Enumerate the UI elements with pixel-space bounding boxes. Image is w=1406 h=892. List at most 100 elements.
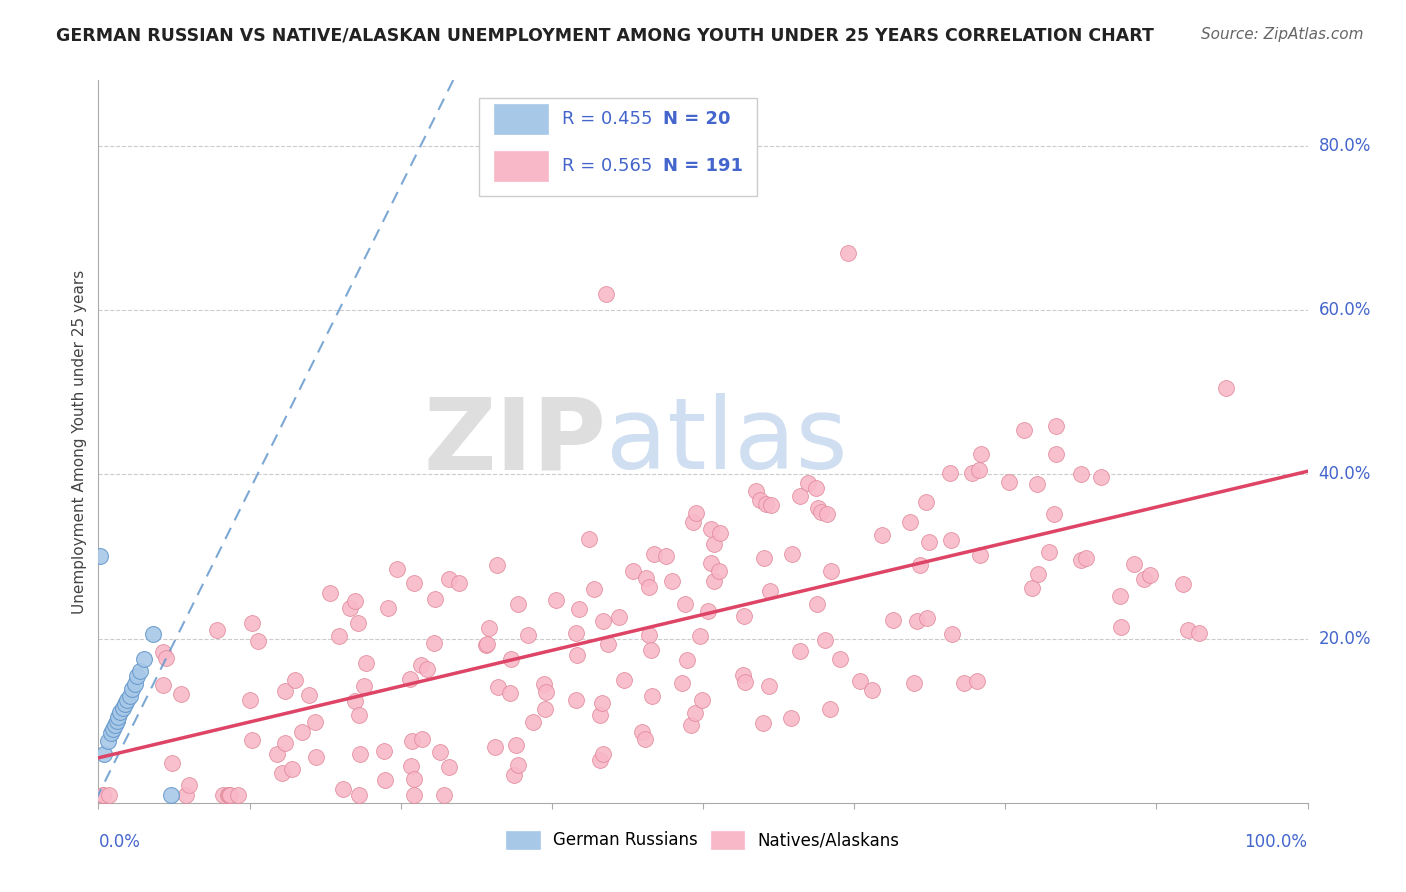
Point (373, 744, 395, 758)
Point (546, 593, 568, 607)
Text: GERMAN RUSSIAN VS NATIVE/ALASKAN UNEMPLOYMENT AMONG YOUTH UNDER 25 YEARS CORRELA: GERMAN RUSSIAN VS NATIVE/ALASKAN UNEMPLO… (56, 27, 1154, 45)
Point (134, 652, 156, 666)
Point (475, 637, 498, 651)
Point (589, 753, 612, 767)
Point (592, 614, 614, 628)
Point (814, 633, 837, 648)
Point (266, 747, 288, 761)
Point (377, 601, 399, 615)
Point (127, 668, 149, 682)
Text: R = 0.565: R = 0.565 (561, 157, 652, 175)
Point (402, 576, 425, 591)
FancyBboxPatch shape (479, 98, 758, 196)
Point (759, 583, 782, 598)
Point (517, 628, 540, 642)
Point (716, 180, 738, 194)
Point (219, 788, 242, 802)
Point (239, 693, 262, 707)
Point (218, 788, 240, 802)
Point (347, 708, 370, 723)
Point (353, 679, 375, 693)
Point (613, 673, 636, 687)
Point (941, 626, 963, 640)
Point (568, 601, 591, 615)
Point (124, 677, 146, 691)
Text: N = 20: N = 20 (664, 111, 731, 128)
Point (128, 665, 150, 679)
Point (709, 525, 731, 540)
Point (1070, 553, 1092, 567)
Point (274, 683, 297, 698)
Point (319, 586, 342, 600)
Point (700, 522, 723, 536)
Point (437, 572, 460, 586)
Point (1070, 467, 1092, 481)
Point (387, 562, 409, 576)
Point (104, 718, 127, 732)
Point (160, 788, 183, 802)
Point (960, 466, 983, 480)
Point (1026, 476, 1049, 491)
Point (1026, 566, 1049, 581)
Point (411, 731, 433, 746)
Point (837, 245, 859, 260)
Point (789, 644, 811, 658)
Point (401, 759, 423, 773)
Point (1109, 620, 1132, 634)
Point (820, 564, 842, 578)
Point (1133, 572, 1156, 586)
Point (475, 638, 498, 652)
Point (640, 642, 662, 657)
Y-axis label: Unemployment Among Youth under 25 years: Unemployment Among Youth under 25 years (72, 269, 87, 614)
Point (758, 680, 780, 694)
Point (676, 653, 699, 667)
Point (97, 734, 120, 748)
Point (347, 616, 370, 631)
Point (343, 694, 366, 708)
Point (700, 556, 723, 570)
Point (328, 629, 350, 643)
Text: ZIP: ZIP (423, 393, 606, 490)
Point (588, 707, 610, 722)
Point (105, 714, 128, 728)
Point (1074, 551, 1097, 566)
Point (1038, 545, 1060, 559)
Point (111, 701, 134, 715)
Point (941, 533, 963, 547)
Point (797, 476, 820, 491)
Point (1021, 581, 1043, 595)
Point (416, 662, 439, 676)
Point (108, 706, 131, 720)
Point (297, 688, 319, 702)
Text: 0.0%: 0.0% (98, 833, 141, 851)
Point (505, 738, 527, 752)
Point (273, 736, 295, 750)
Point (752, 715, 775, 730)
Point (270, 766, 292, 780)
Point (595, 286, 617, 301)
Point (914, 495, 936, 509)
Point (997, 475, 1019, 490)
Point (780, 711, 803, 725)
Point (423, 592, 446, 607)
Point (638, 581, 661, 595)
Point (246, 633, 269, 648)
Point (174, 788, 197, 802)
Point (634, 571, 657, 585)
Point (478, 621, 501, 635)
Point (755, 497, 778, 511)
Point (205, 624, 228, 638)
Point (565, 692, 588, 706)
Point (780, 547, 803, 561)
Point (117, 693, 139, 707)
Point (789, 490, 811, 504)
Point (966, 673, 988, 688)
Point (596, 637, 619, 651)
Point (91, 788, 114, 802)
Point (1014, 423, 1036, 437)
Point (91, 788, 114, 802)
Point (634, 732, 657, 747)
Point (240, 616, 263, 631)
Point (374, 773, 396, 788)
Point (347, 788, 370, 802)
